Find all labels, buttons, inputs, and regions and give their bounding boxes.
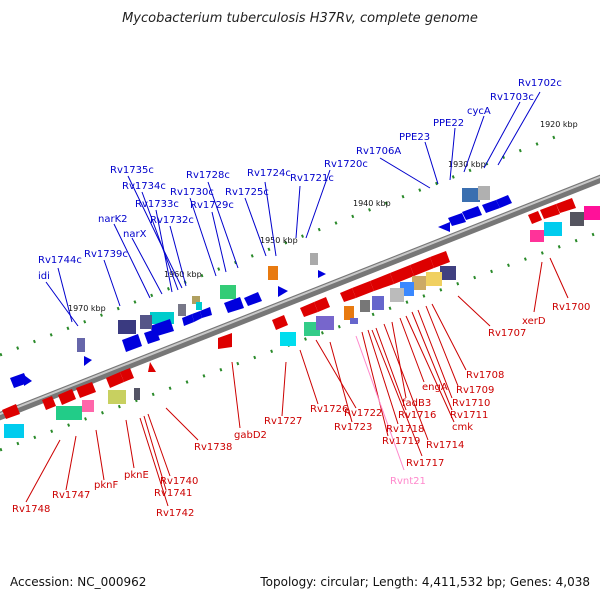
gene-label: engA <box>422 382 448 393</box>
gene-label: Rv1729c <box>190 200 234 211</box>
gene-label: Rv1724c <box>247 168 291 179</box>
gene-label: Rv1727 <box>264 416 302 427</box>
gene-label: Rv1748 <box>12 504 50 515</box>
gene-label: Rv1734c <box>122 181 166 192</box>
gene-label: Rv1711 <box>450 410 488 421</box>
gene-label: Rv1742 <box>156 508 194 519</box>
gene-label: Rv1702c <box>518 78 562 89</box>
gene-label: Rv1720c <box>324 159 368 170</box>
gene-label: Rv1707 <box>488 328 526 339</box>
reverse-gene-blocks <box>2 198 600 438</box>
gene-label: cmk <box>452 422 473 433</box>
gene-label: Rv1716 <box>398 410 436 421</box>
gene-label: Rv1717 <box>406 458 444 469</box>
scale-label: 1970 kbp <box>68 304 106 313</box>
gene-label: Rv1730c <box>170 187 214 198</box>
gene-label: Rv1721c <box>290 173 334 184</box>
gene-label: PPE22 <box>433 118 464 129</box>
accession-text: Accession: NC_000962 <box>10 575 146 589</box>
gene-label: PPE23 <box>399 132 430 143</box>
gene-label: Rv1735c <box>110 165 154 176</box>
gene-label: pknE <box>124 470 149 481</box>
gene-label: narX <box>123 229 147 240</box>
scale-label: 1940 kbp <box>353 199 391 208</box>
reverse-labels <box>25 257 569 507</box>
gene-label: narK2 <box>98 214 128 225</box>
gene-label: Rv1747 <box>52 490 90 501</box>
gene-label: Rv1700 <box>552 302 590 313</box>
gene-label: Rv1709 <box>456 385 494 396</box>
gene-label: Rv1732c <box>150 215 194 226</box>
gene-label: Rv1741 <box>154 488 192 499</box>
gene-label: Rv1719 <box>382 436 420 447</box>
gene-label: Rv1708 <box>466 370 504 381</box>
gene-label: Rv1739c <box>84 249 128 260</box>
genome-backbone <box>0 174 600 421</box>
gene-label: pknF <box>94 480 118 491</box>
gene-label: Rv1723 <box>334 422 372 433</box>
gene-label: xerD <box>522 316 546 327</box>
gene-label: Rv1706A <box>356 146 401 157</box>
forward-gene-blocks <box>10 186 512 388</box>
gene-label: Rv1728c <box>186 170 230 181</box>
gene-label: gabD2 <box>234 430 267 441</box>
scale-label: 1920 kbp <box>540 120 578 129</box>
scale-label: 1950 kbp <box>260 236 298 245</box>
gene-label: Rv1703c <box>490 92 534 103</box>
forward-labels <box>45 91 541 327</box>
gene-label: Rv1740 <box>160 476 198 487</box>
gene-label: Rv1738 <box>194 442 232 453</box>
gene-label: Rv1744c <box>38 255 82 266</box>
gene-label: Rv1733c <box>135 199 179 210</box>
map-title: Mycobacterium tuberculosis H37Rv, comple… <box>122 11 478 26</box>
gene-label: idi <box>38 271 50 282</box>
gene-label: Rv1710 <box>452 398 490 409</box>
gene-label: Rv1714 <box>426 440 464 451</box>
gene-label: fadB3 <box>402 398 431 409</box>
gene-label: Rv1722 <box>344 408 382 419</box>
genome-summary-text: Topology: circular; Length: 4,411,532 bp… <box>259 575 590 589</box>
rna-label: Rvnt21 <box>390 476 426 487</box>
gene-label: Rv1725c <box>225 187 269 198</box>
gene-label: Rv1718 <box>386 424 424 435</box>
gene-label: Rv1726 <box>310 404 348 415</box>
gene-label: cycA <box>467 106 491 117</box>
